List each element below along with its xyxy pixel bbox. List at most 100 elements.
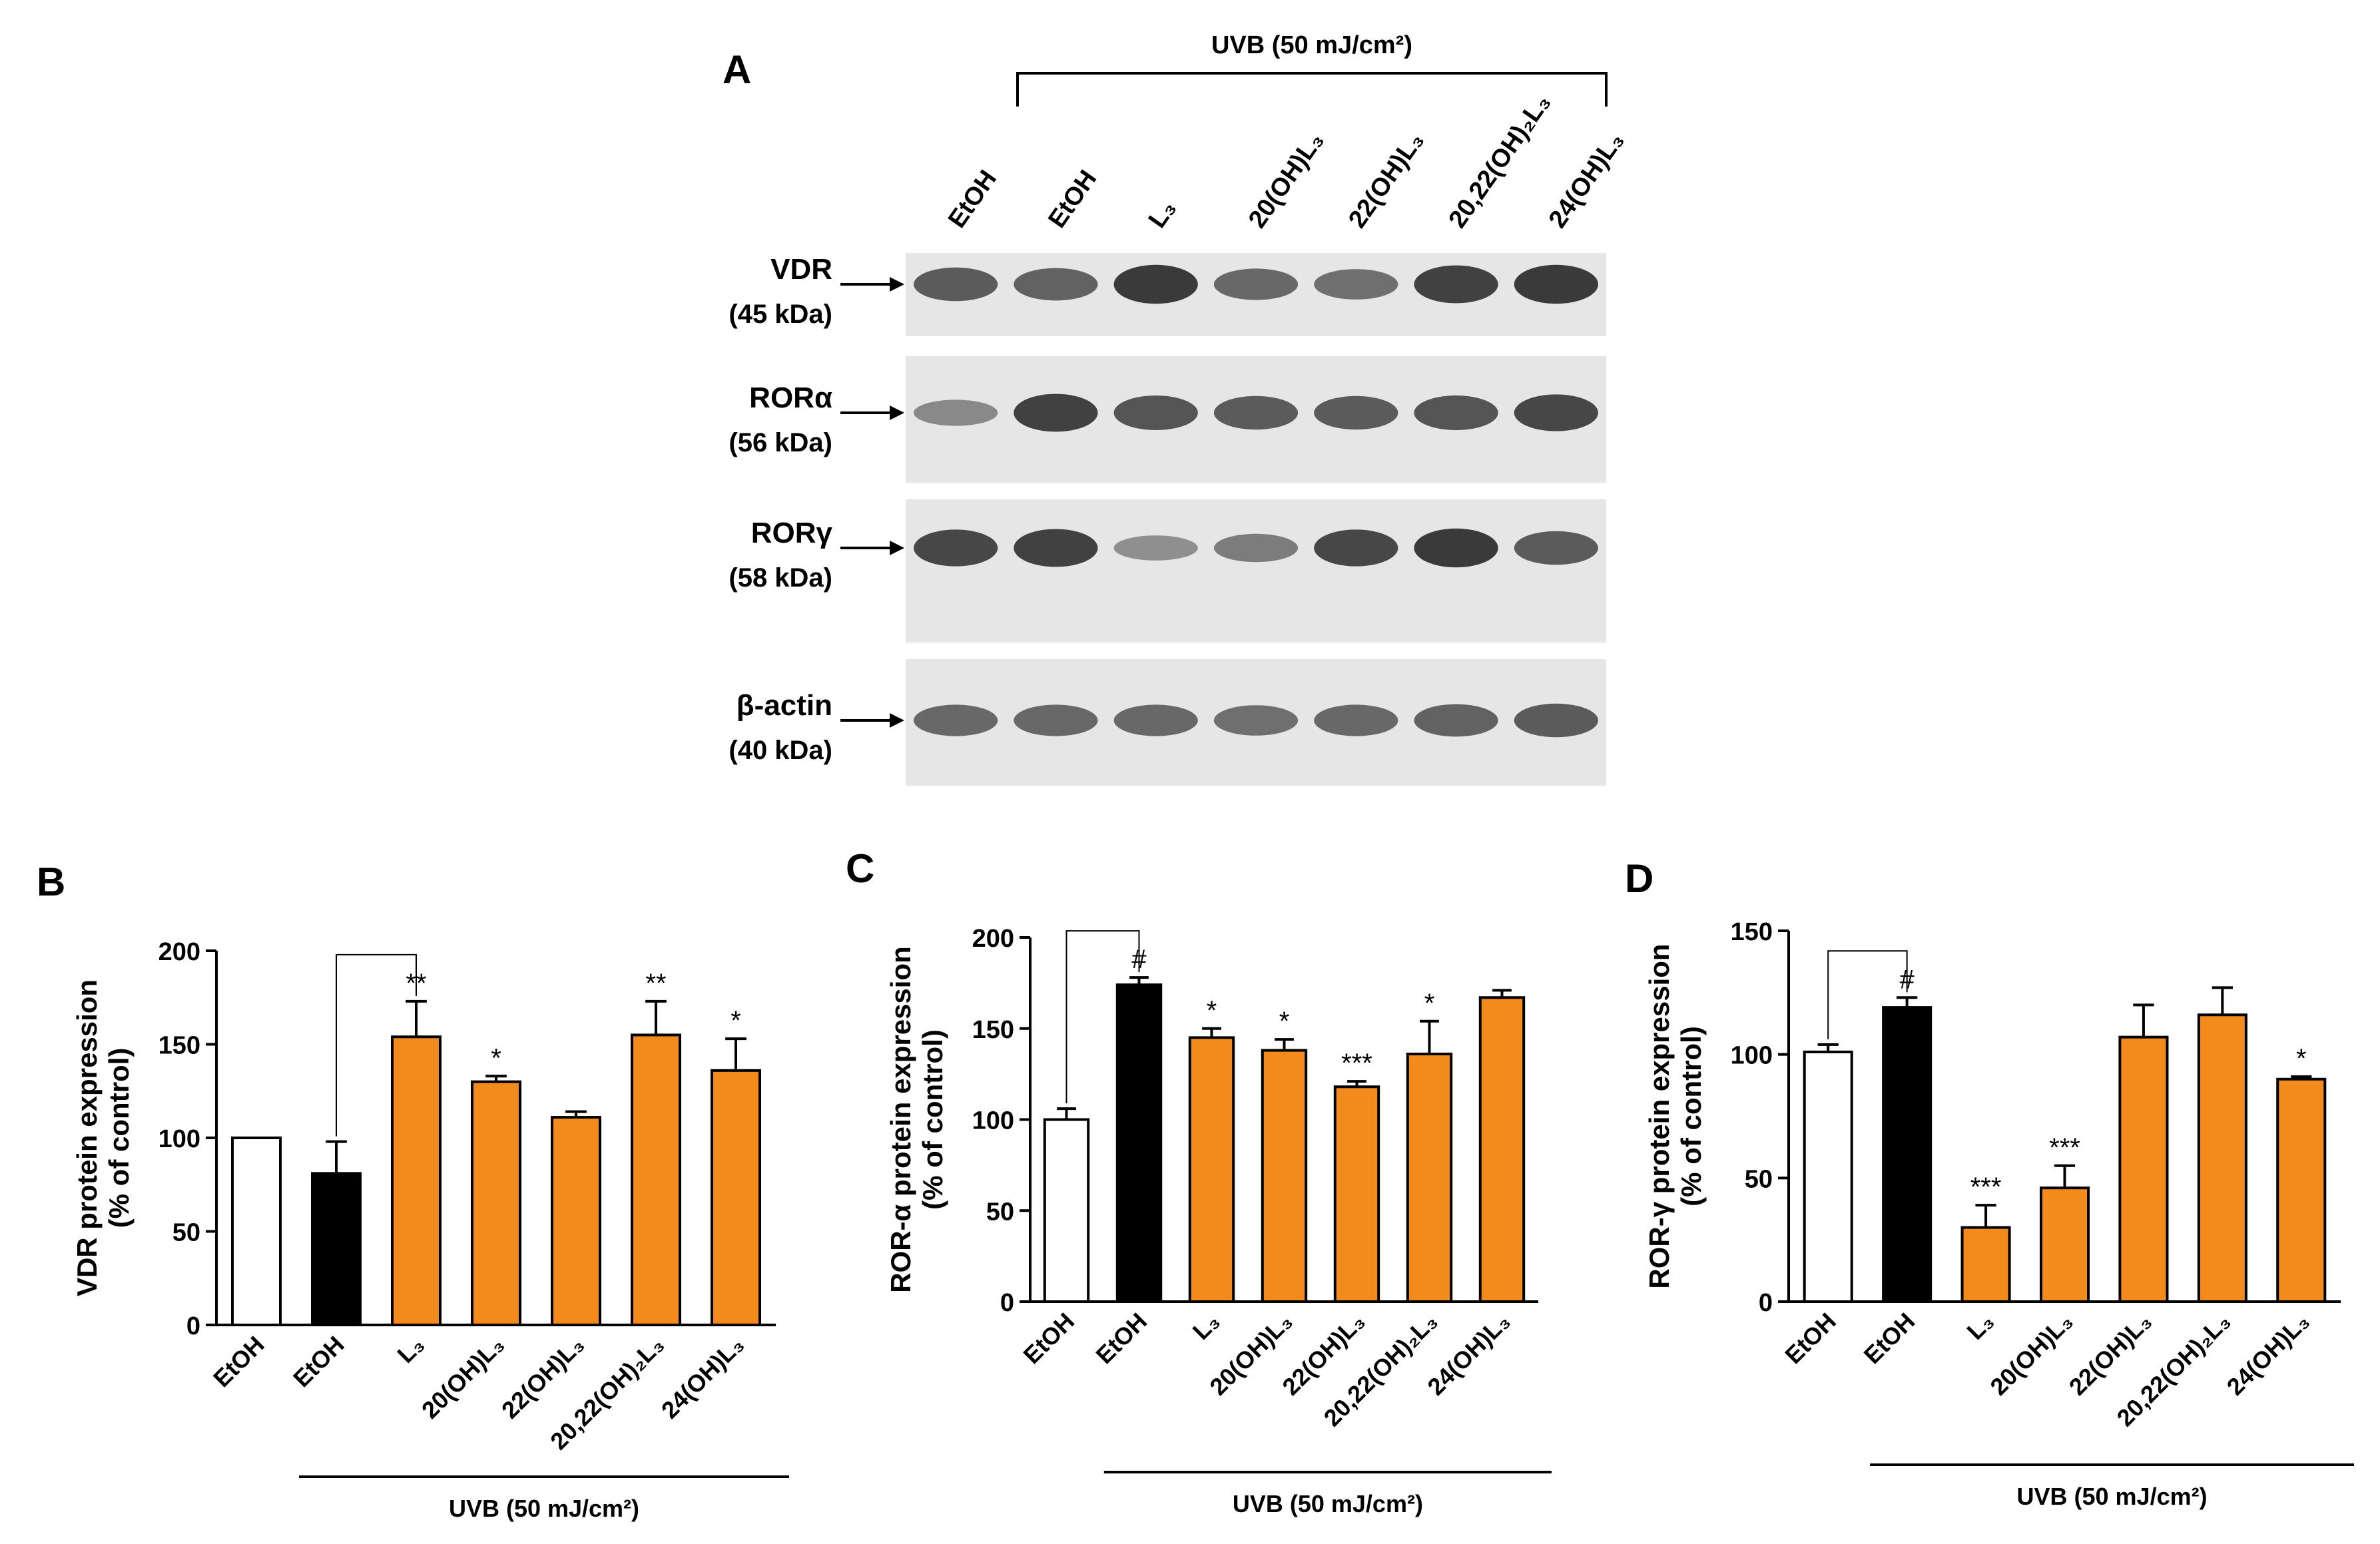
y-axis-label: ROR-α protein expression	[885, 946, 916, 1293]
y-tick-label: 150	[1731, 918, 1773, 946]
comparison-bracket	[1065, 930, 1140, 1104]
x-tick-label: 24(OH)L₃	[2222, 1308, 2315, 1401]
blot-band	[1314, 269, 1398, 300]
y-tick-label: 0	[186, 1312, 200, 1340]
significance-marker: ***	[2049, 1133, 2080, 1162]
y-tick-label: 150	[972, 1016, 1014, 1044]
blot-arrow-head	[890, 541, 904, 555]
bar	[1478, 996, 1526, 1303]
y-tick-label: 50	[172, 1219, 200, 1247]
blot-band	[1314, 529, 1398, 567]
blot-band	[1514, 394, 1598, 431]
significance-marker: ***	[1341, 1049, 1372, 1078]
blot-lane-label: 22(OH)L₃	[1343, 127, 1429, 234]
blot-band	[1113, 264, 1198, 304]
x-tick-label: EtOH	[1091, 1308, 1153, 1370]
x-axis-label: UVB (50 mJ/cm²)	[1233, 1490, 1423, 1517]
blot-protein-label: RORα	[749, 382, 832, 414]
y-axis-label-unit: (% of control)	[103, 1048, 135, 1228]
bar	[1188, 1036, 1235, 1304]
comparison-bracket	[336, 953, 417, 1137]
blot-band	[914, 704, 998, 736]
blot-band	[1514, 264, 1598, 304]
y-tick-label: 150	[158, 1032, 200, 1060]
blot-kda-label: (45 kDa)	[729, 300, 832, 329]
blot-band	[1314, 395, 1398, 430]
bar	[551, 1116, 601, 1326]
blot-band	[1414, 395, 1498, 430]
significance-marker: *	[491, 1043, 501, 1073]
panel-label-a: A	[723, 47, 751, 92]
x-tick-label: L₃	[392, 1331, 429, 1368]
significance-marker: *	[1207, 996, 1217, 1025]
blot-kda-label: (58 kDa)	[729, 563, 832, 593]
significance-marker: **	[645, 969, 666, 998]
significance-marker: ***	[1970, 1172, 2002, 1202]
bar	[1261, 1049, 1308, 1303]
significance-marker: *	[731, 1006, 741, 1035]
blot-lane-label: 20(OH)L₃	[1243, 127, 1329, 234]
blot-protein-label: β-actin	[737, 689, 832, 722]
y-axis-label: ROR-γ protein expression	[1643, 943, 1675, 1288]
blot-band	[914, 529, 998, 567]
x-tick-label: L₃	[1187, 1308, 1225, 1345]
blot-protein-label: RORγ	[751, 517, 833, 549]
bar	[1406, 1053, 1453, 1304]
bar	[711, 1069, 761, 1326]
chart-vdr: 0 50 100 150 200 VDR protein expression (% of …	[71, 938, 789, 1522]
blot-band	[1314, 704, 1398, 736]
blot-band	[1514, 703, 1598, 738]
blot-kda-label: (56 kDa)	[729, 428, 832, 457]
panel-label-d: D	[1625, 856, 1653, 901]
y-tick-label: 50	[1745, 1165, 1773, 1193]
y-tick-label: 200	[972, 925, 1014, 953]
x-axis-label: UVB (50 mJ/cm²)	[449, 1495, 639, 1522]
x-tick-label: 20(OH)L₃	[416, 1331, 509, 1424]
bar	[1803, 1050, 1853, 1304]
blot-band	[1213, 533, 1299, 563]
bar	[1333, 1085, 1380, 1304]
bar	[1960, 1226, 2011, 1303]
blot-lane-label: 20,22(OH)₂L₃	[1444, 89, 1556, 234]
bar	[631, 1033, 681, 1326]
chart-ror-alpha: 0 50 100 150 200 ROR-α protein expression (% o…	[885, 925, 1552, 1517]
bar	[1882, 1006, 1933, 1303]
significance-marker: *	[2296, 1044, 2307, 1073]
bar	[2197, 1013, 2247, 1303]
blot-uvb-label: UVB (50 mJ/cm²)	[1211, 31, 1412, 59]
bar	[2118, 1035, 2169, 1303]
bar	[471, 1080, 521, 1326]
y-axis-label: VDR protein expression	[71, 979, 103, 1296]
panel-label-c: C	[846, 846, 874, 891]
blot-arrow-head	[890, 277, 904, 292]
x-tick-label: EtOH	[1779, 1308, 1841, 1370]
bar	[231, 1137, 282, 1326]
blot-lane-label: EtOH	[943, 165, 1002, 233]
blot-band	[1014, 393, 1098, 432]
blot-band	[1113, 395, 1198, 430]
x-tick-label: L₃	[1961, 1308, 1998, 1345]
bar	[391, 1035, 442, 1326]
y-tick-label: 100	[972, 1107, 1014, 1135]
y-tick-label: 50	[986, 1198, 1014, 1226]
x-tick-label: EtOH	[288, 1331, 350, 1393]
blot-band	[1014, 268, 1098, 301]
chart-ror-gamma: 0 50 100 150 ROR-γ protein expression (% of c…	[1643, 918, 2354, 1510]
bar	[1115, 983, 1163, 1303]
x-axis-label: UVB (50 mJ/cm²)	[2017, 1483, 2208, 1510]
western-blot: UVB (50 mJ/cm²) EtOH EtOH L₃ 20(OH)L₃ 22(OH)…	[729, 31, 1630, 786]
blot-band	[1014, 704, 1098, 736]
panel-label-b: B	[37, 860, 65, 904]
blot-membrane	[906, 499, 1606, 643]
blot-lane-label: EtOH	[1043, 165, 1102, 233]
blot-arrow-head	[890, 405, 904, 420]
blot-uvb-bracket	[1016, 72, 1608, 107]
blot-arrow-head	[890, 713, 904, 728]
y-tick-label: 0	[1000, 1289, 1014, 1317]
x-tick-label: 20(OH)L₃	[1984, 1308, 2078, 1401]
y-tick-label: 200	[158, 938, 200, 966]
blot-band	[1113, 704, 1198, 736]
blot-band	[1414, 528, 1498, 568]
blot-band	[1514, 531, 1598, 565]
